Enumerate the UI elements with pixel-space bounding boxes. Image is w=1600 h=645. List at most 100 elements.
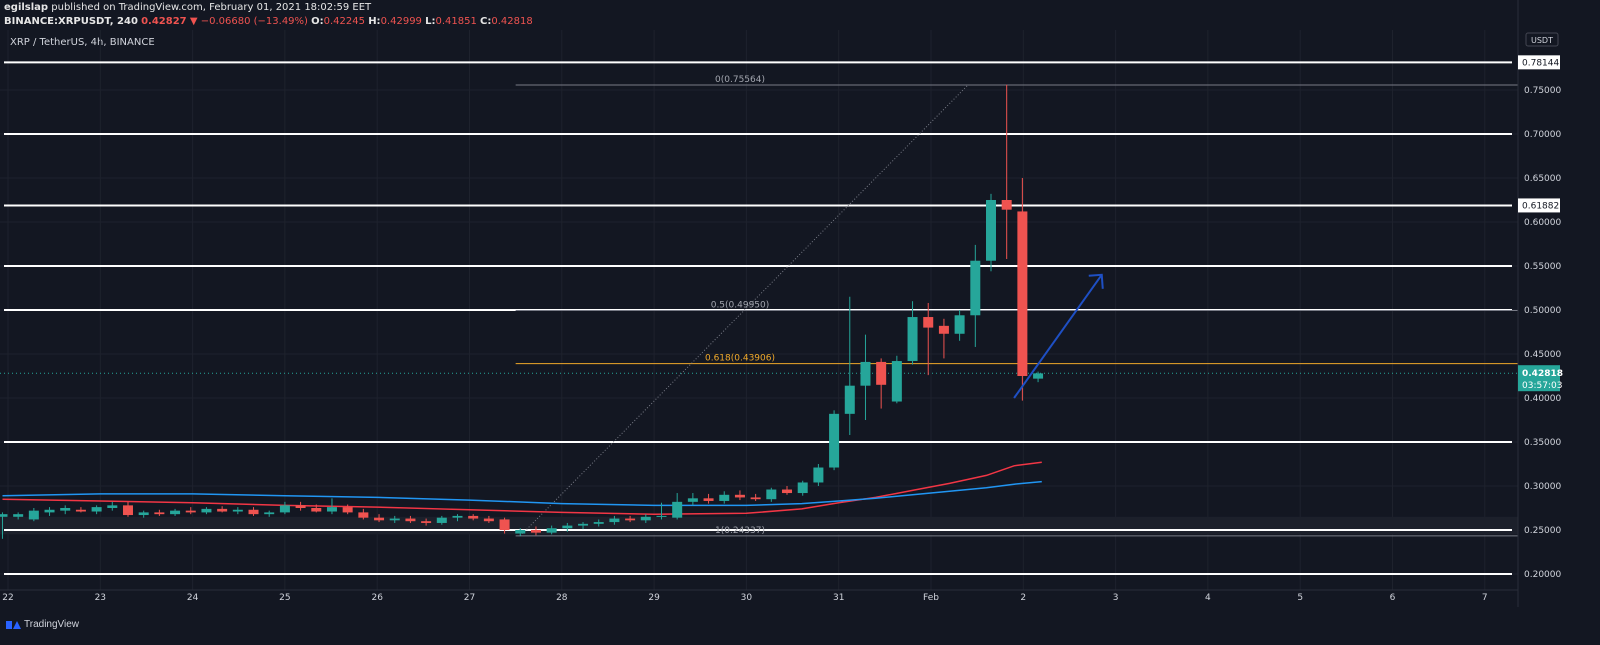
close-label: C:	[480, 16, 492, 27]
moving-average-red	[2, 461, 1042, 515]
open-value: 0.42245	[323, 16, 365, 27]
candle-body	[326, 507, 337, 512]
candle-body	[609, 518, 620, 523]
candle-body	[593, 522, 604, 524]
candle-up	[860, 334, 871, 420]
x-tick-label: 25	[279, 593, 290, 603]
candle-body	[421, 521, 432, 523]
candle-up	[170, 508, 181, 516]
x-tick-label: 5	[1297, 593, 1303, 603]
level-price-label: 0.61882	[1522, 201, 1559, 211]
candle-body	[264, 512, 275, 515]
candle-body	[248, 509, 259, 515]
candle-body	[0, 514, 8, 517]
candle-body	[185, 510, 196, 513]
x-tick-label: 6	[1390, 593, 1396, 603]
y-tick-label: 0.45000	[1524, 350, 1561, 360]
candle-body	[468, 515, 479, 519]
candle-body	[60, 508, 71, 511]
horizontal-levels[interactable]	[4, 61, 1512, 575]
candle-body	[170, 510, 181, 515]
x-tick-label: 31	[833, 593, 844, 603]
candle-up	[0, 512, 8, 539]
candle-down	[876, 358, 887, 409]
y-tick-label: 0.50000	[1524, 306, 1561, 316]
candle-up	[138, 510, 149, 518]
level-price-box[interactable]	[1518, 198, 1560, 213]
x-tick-label: 29	[648, 593, 660, 603]
candle-up	[593, 519, 604, 527]
candle-up	[985, 193, 996, 272]
author-name[interactable]: egilslap	[4, 2, 49, 13]
y-tick-label: 0.20000	[1524, 570, 1561, 580]
projection-arrow[interactable]	[1013, 273, 1104, 399]
candle-body	[766, 489, 777, 500]
fib-level-label: 1(0.24337)	[715, 526, 765, 536]
candle-down	[405, 515, 416, 523]
candle-up	[264, 510, 275, 517]
open-label: O:	[311, 16, 324, 27]
candle-body	[640, 516, 651, 521]
candle-up	[60, 505, 71, 515]
candle-body	[923, 317, 934, 328]
candle-up	[546, 525, 557, 535]
candle-body	[44, 509, 55, 513]
candle-up	[970, 244, 981, 347]
candle-down	[342, 504, 353, 515]
x-tick-label: Feb	[923, 593, 939, 603]
candle-body	[13, 514, 24, 517]
candle-down	[499, 517, 510, 534]
candle-up	[1033, 371, 1044, 383]
price-axis[interactable]: USDT 0.75000 0.70000 0.65000 0.60000 0.55000 0…	[1517, 0, 1600, 607]
footer	[0, 607, 1600, 645]
candle-up	[436, 515, 447, 525]
candle-up	[515, 528, 526, 537]
projection-arrow-shaft[interactable]	[1013, 274, 1103, 399]
time-axis[interactable]: 22 23 24 25 26 27 28 29 30 31 Feb 2 3 4 5 6 7	[0, 589, 1518, 603]
x-tick-label: 28	[556, 593, 568, 603]
candle-body	[938, 325, 949, 334]
x-tick-label: 27	[464, 593, 475, 603]
publish-text: published on TradingView.com, February 0…	[48, 2, 372, 13]
candle-down	[734, 490, 745, 501]
low-label: L:	[425, 16, 436, 27]
currency-label-box[interactable]	[1525, 32, 1559, 47]
candle-up	[797, 480, 808, 496]
y-tick-label: 0.65000	[1524, 174, 1561, 184]
tradingview-brand[interactable]: TradingView	[6, 619, 79, 630]
candle-body	[734, 494, 745, 498]
publish-info: egilslap published on TradingView.com, F…	[4, 2, 371, 13]
fib-retracement[interactable]: 0(0.75564) 0.5(0.49950) 0.618(0.43906) 1(0.…	[0, 75, 1518, 537]
candle-down	[625, 515, 636, 523]
y-tick-label: 0.35000	[1524, 438, 1561, 448]
candle-body	[75, 509, 86, 512]
fib-trend-line[interactable]	[519, 84, 969, 537]
projection-arrow-head[interactable]	[1088, 273, 1104, 289]
candle-body	[342, 507, 353, 513]
x-tick-label: 23	[95, 593, 106, 603]
candle-up	[326, 498, 337, 515]
candle-body	[844, 385, 855, 414]
candle-down	[483, 515, 494, 523]
candle-up	[232, 507, 243, 515]
candle-up	[766, 487, 777, 502]
current-price-badge	[1518, 365, 1560, 392]
y-tick-label: 0.30000	[1524, 482, 1561, 492]
price-chart[interactable]: 0(0.75564) 0.5(0.49950) 0.618(0.43906) 1(0.…	[0, 0, 1600, 607]
candle-body	[1001, 200, 1012, 210]
candle-down	[358, 508, 369, 520]
candle-body	[1017, 211, 1028, 376]
candle-up	[844, 296, 855, 435]
fib-level-label: 0.618(0.43906)	[705, 354, 775, 364]
last-price: 0.42827	[141, 16, 187, 27]
candle-up	[201, 507, 212, 515]
candle-body	[860, 361, 871, 386]
candle-body	[530, 530, 541, 533]
level-price-box[interactable]	[1518, 55, 1560, 70]
candle-countdown: 03:57:03	[1522, 381, 1562, 391]
candle-body	[107, 505, 118, 508]
high-value: 0.42999	[380, 16, 422, 27]
y-tick-label: 0.75000	[1524, 86, 1561, 96]
high-label: H:	[368, 16, 381, 27]
candle-body	[656, 515, 667, 517]
